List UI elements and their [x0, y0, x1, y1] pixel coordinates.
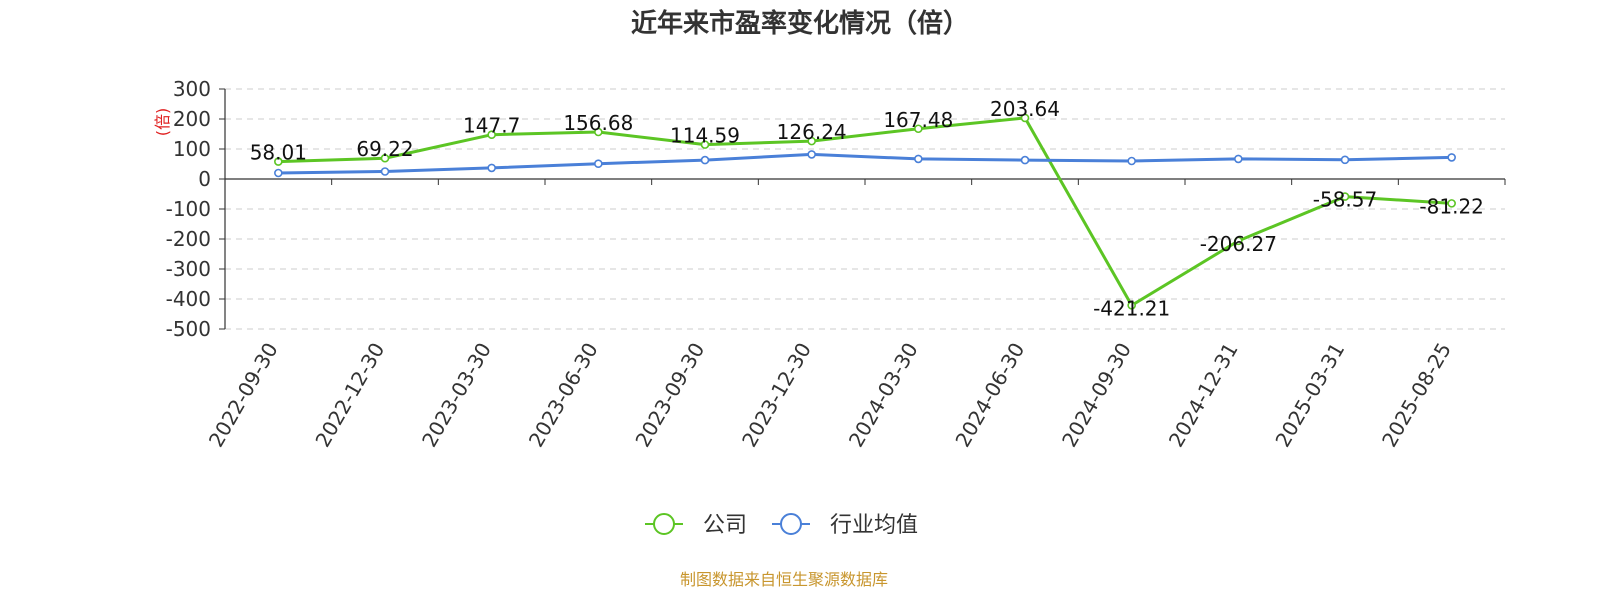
y-axis-label: (倍): [153, 108, 172, 137]
data-point-company: [700, 140, 710, 149]
data-point-company: [1340, 192, 1350, 201]
series-line-company: [278, 116, 1452, 307]
legend-item-industry-average[interactable]: 行业均值: [772, 513, 918, 538]
data-label-company: 147.7: [463, 114, 520, 138]
legend-marker-industry-average: [780, 513, 802, 535]
data-point-company: [274, 157, 283, 166]
y-tick-label: -300: [166, 257, 211, 281]
x-tick-label: 2024-09-30: [1057, 339, 1136, 452]
data-label-company: 156.68: [563, 111, 633, 135]
data-point-industry-average: [380, 167, 390, 176]
data-point-industry-average: [274, 168, 283, 178]
x-tick-label: 2024-12-31: [1164, 339, 1243, 452]
legend[interactable]: 公司 行业均值: [645, 513, 918, 538]
data-label-company: 167.48: [883, 108, 953, 132]
data-point-company: [807, 136, 816, 146]
y-tick-label: -500: [166, 317, 211, 341]
data-point-industry-average: [594, 159, 603, 168]
data-point-company: [380, 153, 390, 163]
data-point-company: [1020, 113, 1030, 123]
data-label-company: 69.22: [356, 137, 413, 161]
x-tick-label: 2022-12-30: [310, 339, 389, 452]
series-lines: [274, 113, 1456, 310]
y-tick-label: -200: [166, 227, 211, 251]
x-tick-label: 2023-06-30: [524, 339, 603, 452]
legend-marker-company: [653, 513, 675, 535]
x-tick-label: 2023-09-30: [630, 339, 709, 452]
x-tick-label: 2023-12-30: [737, 339, 816, 452]
y-tick-label: -400: [166, 287, 211, 311]
data-label-company: 114.59: [670, 124, 740, 148]
x-tick-label: 2024-03-30: [844, 338, 923, 451]
x-axis-ticks: 2022-09-30 2022-12-30 2023-03-30 2023-06-30…: [204, 179, 1506, 452]
data-point-industry-average: [914, 154, 923, 164]
data-point-company: [1447, 199, 1456, 208]
data-label-company: -206.27: [1200, 232, 1277, 256]
y-tick-label: 300: [173, 77, 211, 101]
data-label-company: 203.64: [990, 97, 1060, 121]
data-point-industry-average: [1020, 155, 1030, 165]
data-source-note: 制图数据来自恒生聚源数据库: [680, 570, 888, 589]
data-label-company: -81.22: [1419, 194, 1483, 218]
chart-title: 近年来市盈率变化情况（倍）: [631, 8, 969, 39]
y-axis-ticks: 300 200 100 0 -100 -200 -300 -400 -500: [166, 77, 225, 341]
data-point-industry-average: [1234, 154, 1243, 164]
y-tick-label: -100: [166, 197, 211, 221]
data-point-company: [594, 127, 603, 137]
x-tick-label: 2024-06-30: [950, 339, 1029, 452]
data-label-company: -58.57: [1313, 188, 1377, 212]
x-tick-label: 2025-08-25: [1377, 339, 1456, 452]
data-point-company: [487, 130, 496, 139]
data-point-industry-average: [1127, 156, 1136, 166]
data-point-company: [914, 124, 923, 134]
legend-label-industry-average: 行业均值: [830, 513, 918, 538]
grid-lines: [225, 88, 1505, 330]
data-point-company: [1234, 236, 1243, 246]
data-labels: 58.01 69.22 147.7 156.68 114.59 126.24 167.48 2…: [250, 97, 1484, 320]
data-point-industry-average: [1340, 155, 1350, 165]
y-tick-label: 200: [173, 107, 211, 131]
x-tick-label: 2022-09-30: [204, 339, 283, 452]
y-tick-label: 100: [173, 137, 211, 161]
data-point-industry-average: [700, 155, 710, 165]
data-label-company: 126.24: [777, 120, 847, 144]
legend-item-company[interactable]: 公司: [645, 513, 747, 538]
data-point-industry-average: [1447, 153, 1456, 162]
x-tick-label: 2025-03-31: [1270, 339, 1349, 452]
data-label-company: -421.21: [1093, 296, 1170, 320]
series-line-industry-average: [278, 152, 1452, 175]
y-tick-label: 0: [198, 167, 211, 191]
data-point-company: [1127, 301, 1136, 310]
data-point-industry-average: [487, 163, 496, 173]
x-tick-label: 2023-03-30: [417, 338, 496, 451]
data-point-industry-average: [807, 150, 816, 159]
legend-label-company: 公司: [703, 513, 747, 538]
data-label-company: 58.01: [250, 141, 307, 165]
